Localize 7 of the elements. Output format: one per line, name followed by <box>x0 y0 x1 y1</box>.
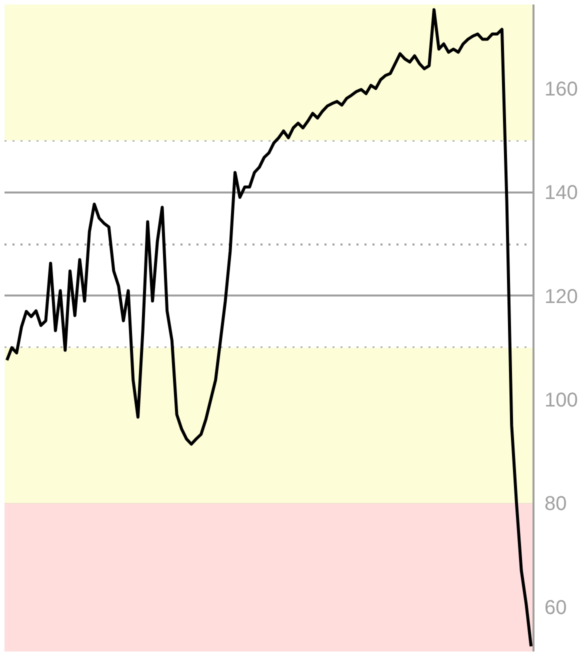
y-tick-label: 80 <box>544 493 567 516</box>
y-tick-label: 140 <box>544 182 578 204</box>
y-tick-label: 120 <box>544 286 578 308</box>
y-tick-label: 100 <box>544 390 578 412</box>
y-tick-label: 160 <box>544 78 578 100</box>
line-series <box>5 8 533 648</box>
y-tick-label: 60 <box>544 596 567 619</box>
